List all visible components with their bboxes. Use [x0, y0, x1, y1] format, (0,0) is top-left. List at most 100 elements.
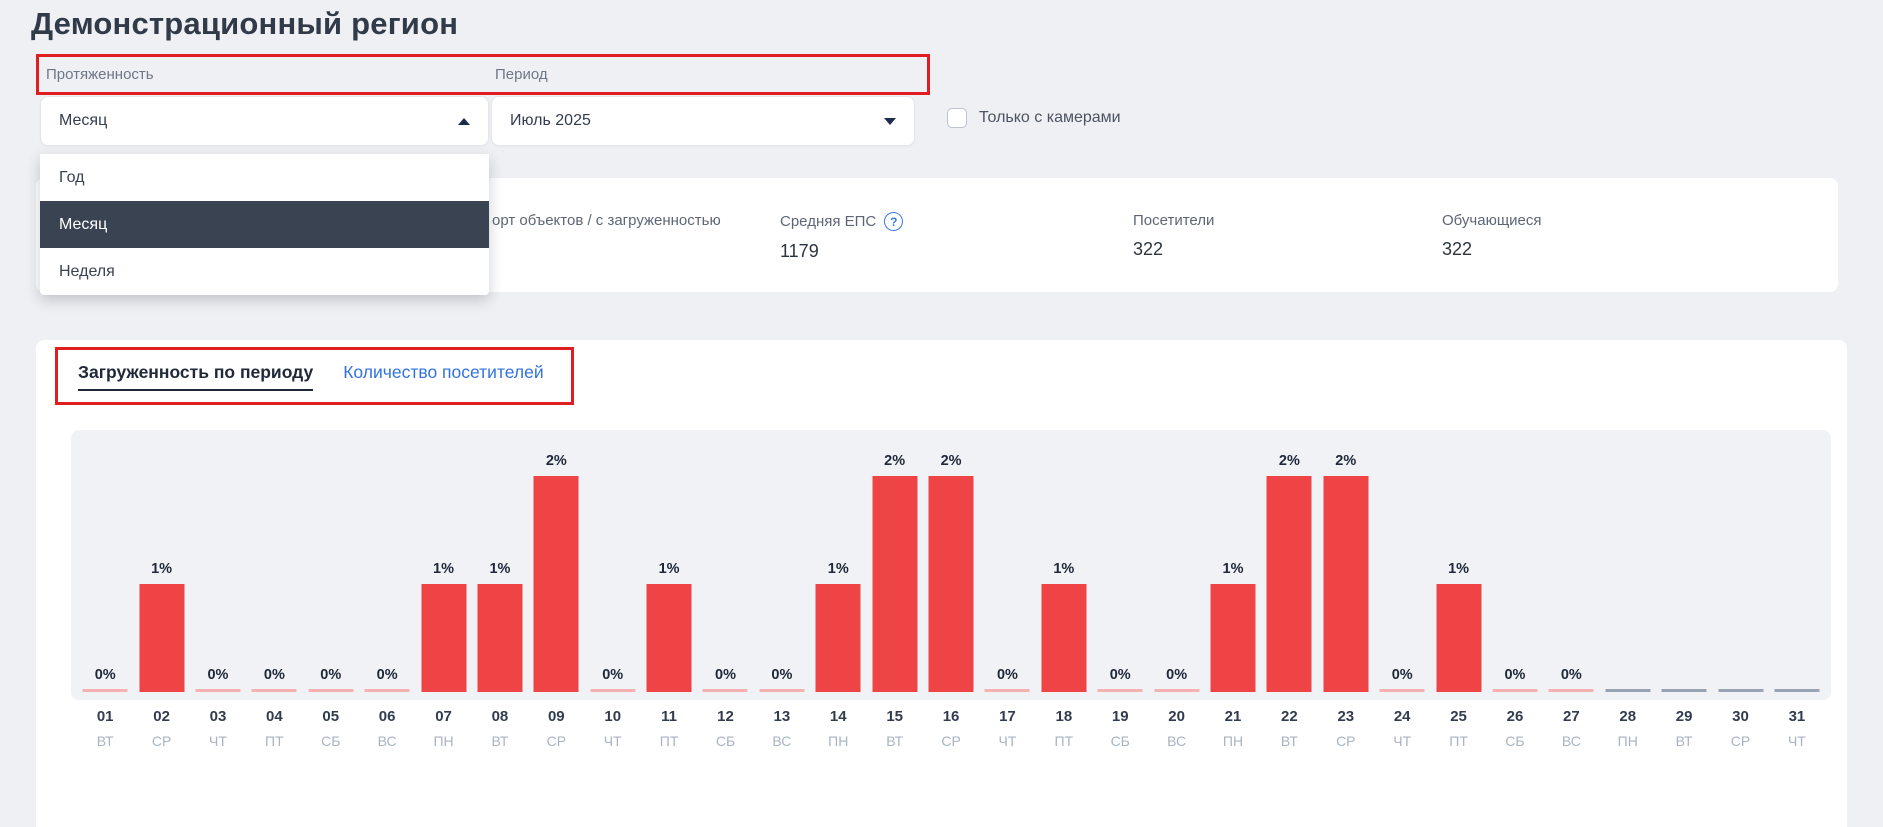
day-number-label: 08 — [491, 708, 509, 725]
weekday-label: СР — [546, 733, 567, 749]
bar-slot-16[interactable]: 2% — [923, 430, 979, 700]
camera-checkbox[interactable] — [947, 108, 967, 128]
zero-bar-marker — [1492, 689, 1538, 692]
duration-option-year[interactable]: Год — [59, 168, 85, 186]
bar-slot-11[interactable]: 1% — [641, 430, 697, 700]
x-axis-label-29: 29 ВТ — [1656, 708, 1712, 749]
bar-slot-18[interactable]: 1% — [1036, 430, 1092, 700]
zero-bar-marker — [1154, 689, 1200, 692]
bar-slot-07[interactable]: 1% — [415, 430, 471, 700]
zero-bar-marker — [308, 689, 354, 692]
bar-value-label: 1% — [1222, 561, 1244, 577]
duration-option-month[interactable]: Месяц — [40, 201, 489, 248]
bar-slot-10[interactable]: 0% — [585, 430, 641, 700]
bar[interactable] — [1041, 584, 1087, 692]
bar-slot-28[interactable] — [1600, 430, 1656, 700]
bar-value-label: 1% — [827, 561, 849, 577]
bar-slot-12[interactable]: 0% — [697, 430, 753, 700]
bar[interactable] — [1436, 584, 1482, 692]
bar-slot-06[interactable]: 0% — [359, 430, 415, 700]
bar-slot-19[interactable]: 0% — [1092, 430, 1148, 700]
bar[interactable] — [533, 476, 579, 692]
x-axis-label-05: 05 СБ — [303, 708, 359, 749]
x-axis-label-30: 30 СР — [1712, 708, 1768, 749]
x-axis-label-22: 22 ВТ — [1261, 708, 1317, 749]
bar-slot-23[interactable]: 2% — [1318, 430, 1374, 700]
bar-slot-24[interactable]: 0% — [1374, 430, 1430, 700]
bar-slot-17[interactable]: 0% — [979, 430, 1035, 700]
bar-slot-08[interactable]: 1% — [472, 430, 528, 700]
period-select[interactable]: Июль 2025 — [491, 96, 915, 146]
tab-load-by-period[interactable]: Загруженность по периоду — [78, 362, 314, 391]
bar-slot-21[interactable]: 1% — [1205, 430, 1261, 700]
x-axis-label-23: 23 СР — [1318, 708, 1374, 749]
bar[interactable] — [477, 584, 523, 692]
bar[interactable] — [1323, 476, 1369, 692]
bar-value-label: 0% — [996, 667, 1018, 683]
chart-card: Загруженность по периоду Количество посе… — [36, 340, 1847, 827]
bar-slot-15[interactable]: 2% — [866, 430, 922, 700]
bar[interactable] — [872, 476, 918, 692]
bar-slot-31[interactable] — [1769, 430, 1825, 700]
bar[interactable] — [928, 476, 974, 692]
chart-bars: 0% 1% 0% 0% 0% 0% 1% 1% 2% 0% 1% 0% 0% 1% 2% 2% 0% 1% 0% 0%… — [71, 430, 1831, 700]
bar[interactable] — [1266, 476, 1312, 692]
day-number-label: 07 — [435, 708, 452, 725]
day-number-label: 02 — [153, 708, 170, 725]
stat-objects: орт объектов / с загруженностью — [492, 212, 721, 239]
weekday-label: ПН — [433, 733, 454, 749]
bar-value-label: 0% — [1109, 667, 1131, 683]
day-number-label: 31 — [1788, 708, 1806, 725]
duration-option-week[interactable]: Неделя — [59, 262, 115, 280]
day-number-label: 19 — [1111, 708, 1129, 725]
bar-slot-30[interactable] — [1712, 430, 1768, 700]
bar-slot-02[interactable]: 1% — [133, 430, 189, 700]
bar-value-label: 1% — [151, 561, 173, 577]
zero-bar-marker — [1379, 689, 1425, 692]
bar[interactable] — [1210, 584, 1256, 692]
weekday-label: СР — [1336, 733, 1356, 749]
bar-slot-29[interactable] — [1656, 430, 1712, 700]
weekday-label: ВС — [772, 733, 792, 749]
weekday-label: ЧТ — [1393, 733, 1412, 749]
weekday-label: ВС — [1167, 733, 1187, 749]
bar-slot-27[interactable]: 0% — [1543, 430, 1599, 700]
x-axis-label-19: 19 СБ — [1092, 708, 1148, 749]
bar-slot-22[interactable]: 2% — [1261, 430, 1317, 700]
bar-slot-05[interactable]: 0% — [303, 430, 359, 700]
stat-average-eps-value: 1179 — [780, 241, 819, 261]
bar-slot-26[interactable]: 0% — [1487, 430, 1543, 700]
bar-slot-14[interactable]: 1% — [810, 430, 866, 700]
x-axis-label-18: 18 ПТ — [1036, 708, 1092, 749]
day-number-label: 03 — [209, 708, 227, 725]
bar-slot-09[interactable]: 2% — [528, 430, 584, 700]
x-axis-label-31: 31 ЧТ — [1769, 708, 1825, 749]
bar-value-label: 2% — [545, 453, 567, 469]
bar-slot-04[interactable]: 0% — [246, 430, 302, 700]
bar-slot-25[interactable]: 1% — [1430, 430, 1486, 700]
bar[interactable] — [815, 584, 861, 692]
weekday-label: ПН — [1617, 733, 1638, 749]
help-icon[interactable]: ? — [884, 212, 904, 231]
bar-slot-01[interactable]: 0% — [77, 430, 133, 700]
duration-select[interactable]: Месяц — [40, 96, 489, 146]
bar[interactable] — [421, 584, 467, 692]
weekday-label: ЧТ — [603, 733, 622, 749]
x-axis-label-14: 14 ПН — [810, 708, 866, 749]
day-number-label: 23 — [1337, 708, 1355, 725]
bar-slot-20[interactable]: 0% — [1148, 430, 1204, 700]
tab-visitor-count[interactable]: Количество посетителей — [343, 362, 544, 382]
bar-value-label: 0% — [1166, 667, 1188, 683]
bar-slot-13[interactable]: 0% — [754, 430, 810, 700]
x-axis-label-27: 27 ВС — [1543, 708, 1599, 749]
bar-slot-03[interactable]: 0% — [190, 430, 246, 700]
bar[interactable] — [646, 584, 692, 692]
zero-bar-marker — [759, 689, 805, 692]
x-axis-label-03: 03 ЧТ — [190, 708, 246, 749]
x-axis-label-09: 09 СР — [528, 708, 584, 749]
bar-value-label: 0% — [263, 667, 285, 683]
day-number-label: 12 — [717, 708, 734, 725]
camera-filter[interactable]: Только с камерами — [947, 108, 1121, 128]
bar-value-label: 0% — [1560, 667, 1582, 683]
bar[interactable] — [139, 584, 185, 692]
